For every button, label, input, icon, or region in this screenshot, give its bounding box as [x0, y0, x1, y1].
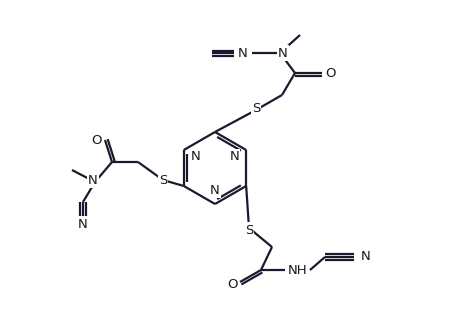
Text: O: O	[326, 67, 336, 79]
Text: N: N	[88, 173, 98, 186]
Text: S: S	[245, 224, 253, 236]
Text: O: O	[227, 278, 237, 291]
Text: S: S	[159, 173, 167, 186]
Text: S: S	[252, 101, 260, 114]
Text: O: O	[91, 133, 101, 147]
Text: N: N	[78, 217, 88, 231]
Text: N: N	[210, 184, 220, 197]
Text: N: N	[361, 251, 371, 264]
Text: N: N	[230, 150, 239, 163]
Text: N: N	[191, 150, 201, 163]
Text: NH: NH	[288, 264, 308, 276]
Text: N: N	[238, 47, 248, 59]
Text: N: N	[278, 47, 288, 59]
